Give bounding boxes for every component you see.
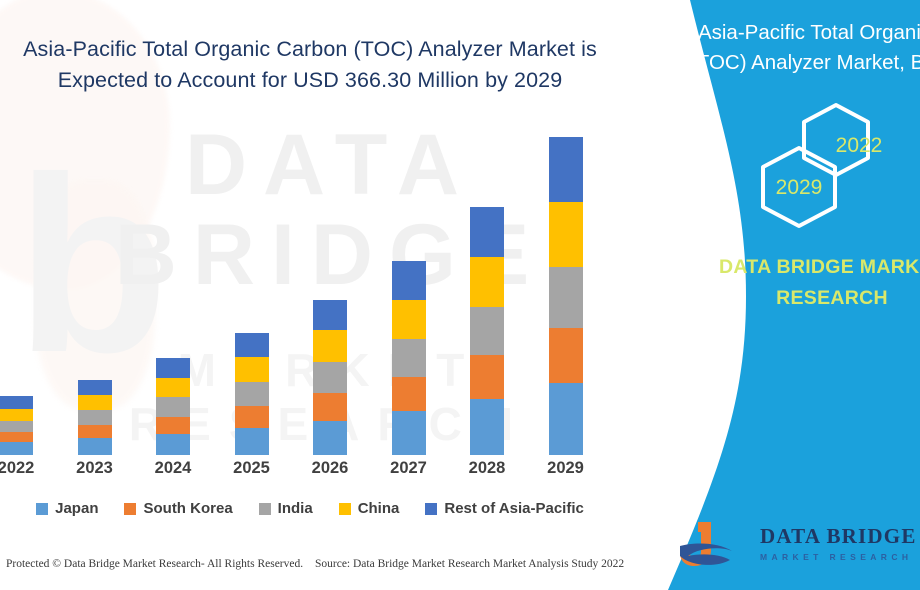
- footer-copyright: Protected © Data Bridge Market Research-…: [6, 558, 304, 570]
- legend-label: China: [357, 500, 400, 517]
- x-axis: 2022 2023 2024 2025 2026 2027 2028 2029: [0, 455, 660, 485]
- x-axis-tick-2028: 2028: [468, 459, 506, 477]
- chart-subject-title: Asia-Pacific Total Organic Carbon (TOC) …: [689, 21, 920, 75]
- bar-segment: [470, 206, 504, 257]
- bar-group: [548, 136, 583, 455]
- bar-segment: [391, 299, 426, 339]
- x-axis-tick-2024: 2024: [154, 459, 192, 477]
- bar-segment: [391, 376, 426, 412]
- bar-segment: [470, 355, 504, 400]
- bar-segment: [391, 260, 426, 300]
- bar-segment: [0, 408, 33, 421]
- bar-segment: [156, 377, 190, 398]
- x-axis-tick-2022: 2022: [0, 459, 35, 477]
- bar-segment: [77, 425, 112, 439]
- bar-segment: [77, 438, 112, 455]
- bar-segment: [0, 441, 33, 455]
- logo-secondary-text: MARKET RESEARCH: [760, 552, 913, 562]
- bar-segment: [313, 361, 347, 393]
- bar-segment: [234, 428, 269, 455]
- bar-segment: [234, 405, 269, 429]
- brand-panel: Asia-Pacific Total Organic Carbon (TOC) …: [620, 0, 920, 590]
- bar-segment: [0, 420, 33, 432]
- x-axis-tick-2029: 2029: [547, 459, 584, 477]
- x-axis-tick-2023: 2023: [76, 459, 113, 477]
- bar-segment: [313, 299, 347, 331]
- brand-name-line-1: DATA BRIDGE MARKET: [718, 256, 920, 278]
- brand-name: DATA BRIDGE MARKET RESEARCH: [682, 252, 920, 314]
- bar-segment: [470, 399, 504, 455]
- bar-segment: [77, 394, 112, 411]
- blue-background-shape: [668, 0, 920, 590]
- bar-group: [234, 333, 269, 455]
- logo-mark-icon: [680, 522, 732, 566]
- legend-item[interactable]: Rest of Asia-Pacific: [425, 500, 584, 517]
- legend-swatch-icon: [124, 502, 137, 515]
- bar-group: [77, 379, 112, 455]
- bar-segment: [0, 396, 33, 409]
- bar-segment: [234, 333, 269, 358]
- bar-segment: [77, 410, 112, 426]
- page-title: Asia-Pacific Total Organic Carbon (TOC) …: [23, 37, 597, 92]
- bar-segment: [156, 416, 190, 434]
- bar-segment: [548, 383, 583, 455]
- bar-segment: [548, 136, 583, 202]
- legend-swatch-icon: [258, 502, 271, 515]
- legend-label: India: [277, 500, 313, 517]
- bar-segment: [156, 397, 190, 417]
- logo-primary-text: DATA BRIDGE: [760, 524, 917, 548]
- hexagon-badge-2029-label: 2029: [775, 176, 823, 199]
- bar-segment: [313, 420, 347, 455]
- hexagon-badge-2022-label: 2022: [835, 134, 883, 157]
- chart-panel: b DATA BRIDGE MARKET RESEARCH Asia-Pacif…: [0, 37, 660, 570]
- x-axis-tick-2026: 2026: [311, 459, 349, 477]
- legend-swatch-icon: [425, 502, 438, 515]
- bar-group: [156, 358, 190, 455]
- bar-segment: [470, 307, 504, 356]
- bar-segment: [234, 381, 269, 406]
- legend-label: Japan: [55, 500, 99, 517]
- bar-segment: [548, 201, 583, 268]
- bar-segment: [0, 431, 33, 442]
- company-logo: DATA BRIDGE MARKET RESEARCH: [678, 520, 920, 572]
- bar-segment: [156, 358, 190, 378]
- legend-item[interactable]: Japan: [36, 500, 98, 517]
- decorative-blob-secondary: [35, 180, 155, 410]
- bar-group: [0, 396, 33, 455]
- x-axis-tick-2027: 2027: [390, 459, 427, 477]
- bar-group: [470, 206, 504, 455]
- bar-segment: [470, 256, 504, 308]
- hexagon-badges: 2022 2029: [620, 0, 920, 260]
- hexagon-2029-shape: [761, 146, 837, 228]
- legend-item[interactable]: South Korea: [124, 500, 233, 517]
- bar-segment: [313, 330, 347, 362]
- logo-wordmark: DATA BRIDGE MARKET RESEARCH: [760, 524, 917, 562]
- stacked-bar-chart: [0, 120, 660, 455]
- x-axis-tick-2025: 2025: [233, 459, 270, 477]
- legend-label: South Korea: [143, 500, 233, 517]
- legend-item[interactable]: China: [338, 500, 400, 517]
- bar-segment: [313, 392, 347, 421]
- bar-segment: [391, 411, 426, 455]
- footer-source: Source: Data Bridge Market Research Mark…: [315, 558, 625, 570]
- brand-name-line-2: RESEARCH: [776, 287, 888, 310]
- hexagon-outlines: [761, 103, 870, 228]
- chart-legend: Japan South Korea India China Rest of Asia-P…: [0, 500, 620, 517]
- bar-segment: [77, 379, 112, 395]
- legend-swatch-icon: [338, 502, 351, 515]
- watermark-logo-mark: b: [16, 125, 169, 404]
- bar-group: [391, 260, 426, 455]
- bar-segment: [548, 267, 583, 328]
- legend-item[interactable]: India: [258, 500, 313, 517]
- legend-label: Rest of Asia-Pacific: [444, 500, 584, 517]
- bar-segment: [156, 433, 190, 455]
- bar-segment: [234, 357, 269, 382]
- bar-segment: [391, 338, 426, 377]
- bar-group: [313, 299, 347, 455]
- bar-segment: [548, 327, 583, 384]
- legend-swatch-icon: [36, 502, 49, 515]
